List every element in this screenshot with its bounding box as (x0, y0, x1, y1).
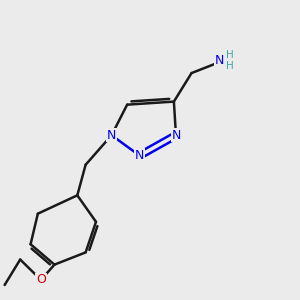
Text: H: H (226, 50, 234, 60)
Text: N: N (171, 129, 181, 142)
Text: N: N (135, 149, 144, 162)
Text: O: O (36, 273, 46, 286)
Text: N: N (215, 54, 224, 67)
Text: H: H (226, 61, 234, 71)
Text: N: N (107, 129, 116, 142)
